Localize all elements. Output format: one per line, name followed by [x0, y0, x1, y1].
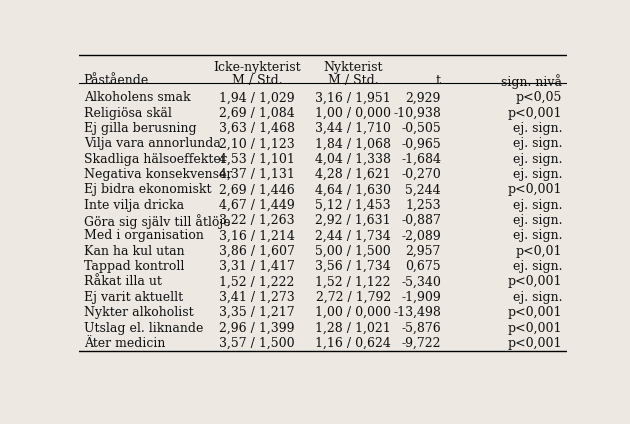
Text: 3,16 / 1,951: 3,16 / 1,951: [315, 91, 391, 104]
Text: 1,52 / 1,222: 1,52 / 1,222: [219, 276, 295, 288]
Text: 4,67 / 1,449: 4,67 / 1,449: [219, 199, 295, 212]
Text: 1,94 / 1,029: 1,94 / 1,029: [219, 91, 295, 104]
Text: 1,00 / 0,000: 1,00 / 0,000: [315, 306, 391, 319]
Text: Kan ha kul utan: Kan ha kul utan: [84, 245, 184, 258]
Text: p<0,01: p<0,01: [515, 245, 562, 258]
Text: 3,44 / 1,710: 3,44 / 1,710: [315, 122, 391, 135]
Text: Religiösa skäl: Religiösa skäl: [84, 107, 171, 120]
Text: p<0,001: p<0,001: [508, 276, 562, 288]
Text: 2,69 / 1,446: 2,69 / 1,446: [219, 184, 295, 196]
Text: -0,505: -0,505: [401, 122, 441, 135]
Text: p<0,05: p<0,05: [516, 91, 562, 104]
Text: 1,00 / 0,000: 1,00 / 0,000: [315, 107, 391, 120]
Text: -5,340: -5,340: [401, 276, 441, 288]
Text: 2,92 / 1,631: 2,92 / 1,631: [316, 214, 391, 227]
Text: -0,270: -0,270: [401, 168, 441, 181]
Text: 3,31 / 1,417: 3,31 / 1,417: [219, 260, 295, 273]
Text: Råkat illa ut: Råkat illa ut: [84, 276, 161, 288]
Text: Ej bidra ekonomiskt: Ej bidra ekonomiskt: [84, 184, 211, 196]
Text: ej. sign.: ej. sign.: [513, 214, 562, 227]
Text: Ej varit aktuellt: Ej varit aktuellt: [84, 291, 183, 304]
Text: ej. sign.: ej. sign.: [513, 260, 562, 273]
Text: -9,722: -9,722: [401, 337, 441, 350]
Text: 4,28 / 1,621: 4,28 / 1,621: [315, 168, 391, 181]
Text: 2,929: 2,929: [406, 91, 441, 104]
Text: p<0,001: p<0,001: [508, 337, 562, 350]
Text: 2,96 / 1,399: 2,96 / 1,399: [219, 321, 295, 335]
Text: Alkoholens smak: Alkoholens smak: [84, 91, 190, 104]
Text: Äter medicin: Äter medicin: [84, 337, 165, 350]
Text: ej. sign.: ej. sign.: [513, 168, 562, 181]
Text: -10,938: -10,938: [393, 107, 441, 120]
Text: Inte vilja dricka: Inte vilja dricka: [84, 199, 184, 212]
Text: Tappad kontroll: Tappad kontroll: [84, 260, 184, 273]
Text: 4,64 / 1,630: 4,64 / 1,630: [315, 184, 391, 196]
Text: 2,44 / 1,734: 2,44 / 1,734: [315, 229, 391, 243]
Text: Icke-nykterist: Icke-nykterist: [213, 61, 301, 74]
Text: 1,28 / 1,021: 1,28 / 1,021: [315, 321, 391, 335]
Text: 3,35 / 1,217: 3,35 / 1,217: [219, 306, 295, 319]
Text: p<0,001: p<0,001: [508, 321, 562, 335]
Text: 2,69 / 1,084: 2,69 / 1,084: [219, 107, 295, 120]
Text: 3,63 / 1,468: 3,63 / 1,468: [219, 122, 295, 135]
Text: 2,957: 2,957: [406, 245, 441, 258]
Text: 5,244: 5,244: [406, 184, 441, 196]
Text: p<0,001: p<0,001: [508, 107, 562, 120]
Text: Skadliga hälsoeffekter: Skadliga hälsoeffekter: [84, 153, 226, 166]
Text: Nykterist: Nykterist: [323, 61, 383, 74]
Text: 3,22 / 1,263: 3,22 / 1,263: [219, 214, 295, 227]
Text: -1,684: -1,684: [401, 153, 441, 166]
Text: 5,00 / 1,500: 5,00 / 1,500: [315, 245, 391, 258]
Text: M / Std.: M / Std.: [328, 75, 379, 87]
Text: Påstående: Påstående: [84, 75, 149, 87]
Text: Nykter alkoholist: Nykter alkoholist: [84, 306, 193, 319]
Text: 3,57 / 1,500: 3,57 / 1,500: [219, 337, 295, 350]
Text: Med i organisation: Med i organisation: [84, 229, 203, 243]
Text: Negativa konsekvenser: Negativa konsekvenser: [84, 168, 232, 181]
Text: sign. nivå: sign. nivå: [501, 75, 562, 89]
Text: ej. sign.: ej. sign.: [513, 229, 562, 243]
Text: -0,965: -0,965: [401, 137, 441, 151]
Text: 4,53 / 1,101: 4,53 / 1,101: [219, 153, 295, 166]
Text: Utslag el. liknande: Utslag el. liknande: [84, 321, 203, 335]
Text: ej. sign.: ej. sign.: [513, 122, 562, 135]
Text: 3,41 / 1,273: 3,41 / 1,273: [219, 291, 295, 304]
Text: -13,498: -13,498: [393, 306, 441, 319]
Text: Vilja vara annorlunda: Vilja vara annorlunda: [84, 137, 220, 151]
Text: ej. sign.: ej. sign.: [513, 199, 562, 212]
Text: 0,675: 0,675: [406, 260, 441, 273]
Text: 1,16 / 0,624: 1,16 / 0,624: [315, 337, 391, 350]
Text: 1,253: 1,253: [406, 199, 441, 212]
Text: 4,37 / 1,131: 4,37 / 1,131: [219, 168, 295, 181]
Text: 1,84 / 1,068: 1,84 / 1,068: [315, 137, 391, 151]
Text: -2,089: -2,089: [401, 229, 441, 243]
Text: ej. sign.: ej. sign.: [513, 137, 562, 151]
Text: 3,86 / 1,607: 3,86 / 1,607: [219, 245, 295, 258]
Text: -1,909: -1,909: [401, 291, 441, 304]
Text: -5,876: -5,876: [401, 321, 441, 335]
Text: -0,887: -0,887: [401, 214, 441, 227]
Text: 3,56 / 1,734: 3,56 / 1,734: [315, 260, 391, 273]
Text: ej. sign.: ej. sign.: [513, 153, 562, 166]
Text: p<0,001: p<0,001: [508, 306, 562, 319]
Text: 4,04 / 1,338: 4,04 / 1,338: [315, 153, 391, 166]
Text: t: t: [436, 75, 441, 87]
Text: 2,72 / 1,792: 2,72 / 1,792: [316, 291, 391, 304]
Text: p<0,001: p<0,001: [508, 184, 562, 196]
Text: ej. sign.: ej. sign.: [513, 291, 562, 304]
Text: 5,12 / 1,453: 5,12 / 1,453: [316, 199, 391, 212]
Text: 3,16 / 1,214: 3,16 / 1,214: [219, 229, 295, 243]
Text: M / Std.: M / Std.: [232, 75, 282, 87]
Text: Göra sig själv till åtlöje: Göra sig själv till åtlöje: [84, 214, 230, 229]
Text: 1,52 / 1,122: 1,52 / 1,122: [316, 276, 391, 288]
Text: 2,10 / 1,123: 2,10 / 1,123: [219, 137, 295, 151]
Text: Ej gilla berusning: Ej gilla berusning: [84, 122, 197, 135]
